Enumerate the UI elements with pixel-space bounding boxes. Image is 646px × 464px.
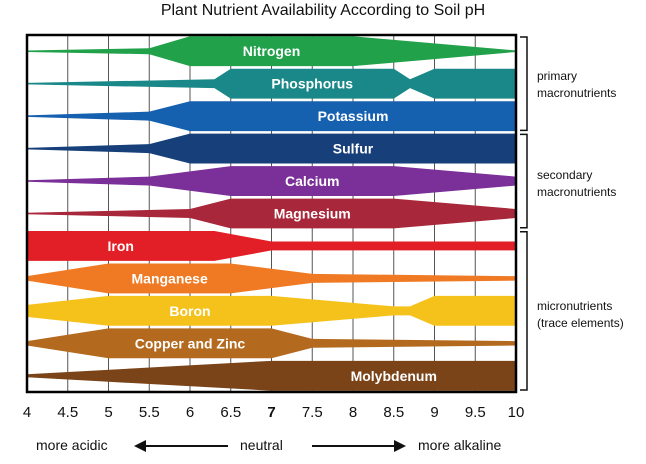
band-label-iron: Iron bbox=[107, 238, 133, 254]
arrow-left-head bbox=[134, 440, 146, 452]
band-potassium bbox=[27, 101, 516, 132]
band-label-molybdenum: Molybdenum bbox=[351, 368, 437, 384]
band-nitrogen bbox=[27, 36, 516, 67]
neutral-label: neutral bbox=[240, 437, 283, 453]
band-label-calcium: Calcium bbox=[285, 173, 339, 189]
group-bracket bbox=[520, 133, 528, 229]
ph-tick-label: 8.5 bbox=[383, 404, 404, 421]
ph-tick-labels: 4 4.5 5 5.5 6 6.5 7 7.5 8 8.5 9 9.5 10 bbox=[23, 404, 525, 421]
acidity-arrows bbox=[134, 440, 406, 452]
band-manganese bbox=[27, 263, 516, 294]
band-iron bbox=[27, 231, 516, 261]
band-sulfur bbox=[27, 133, 516, 164]
band-label-potassium: Potassium bbox=[318, 108, 389, 124]
group-bracket bbox=[520, 36, 528, 132]
chart-title: Plant Nutrient Availability According to… bbox=[160, 2, 486, 19]
ph-tick-label: 8 bbox=[349, 404, 357, 421]
arrow-right-head bbox=[394, 440, 406, 452]
band-boron bbox=[27, 295, 516, 326]
band-molybdenum bbox=[27, 360, 516, 391]
ph-tick-label: 9 bbox=[430, 404, 438, 421]
band-label-phosphorus: Phosphorus bbox=[271, 76, 353, 92]
band-phosphorus bbox=[27, 68, 516, 99]
band-label-sulfur: Sulfur bbox=[333, 141, 374, 157]
ph-tick-label: 10 bbox=[508, 404, 525, 421]
ph-tick-label: 9.5 bbox=[465, 404, 486, 421]
ph-tick-label: 7.5 bbox=[302, 404, 323, 421]
ph-tick-label: 6 bbox=[186, 404, 194, 421]
band-label-magnesium: Magnesium bbox=[274, 206, 351, 222]
group-label-primary: primary macronutrients bbox=[537, 68, 616, 102]
nutrient-bands: Nitrogen Phosphorus Potassium Sulfur Calcium… bbox=[27, 36, 516, 391]
group-label-line: macronutrients bbox=[537, 86, 617, 100]
ph-tick-label: 6.5 bbox=[220, 404, 241, 421]
band-label-boron: Boron bbox=[169, 303, 210, 319]
ph-tick-label: 7 bbox=[267, 404, 275, 421]
band-calcium bbox=[27, 166, 516, 196]
group-label-line: micronutrients bbox=[537, 299, 613, 313]
band-label-copper-and-zinc: Copper and Zinc bbox=[135, 335, 246, 351]
band-label-manganese: Manganese bbox=[132, 270, 208, 286]
ph-tick-label: 4 bbox=[23, 404, 31, 421]
group-label-line: (trace elements) bbox=[537, 316, 624, 330]
more-acidic-label: more acidic bbox=[36, 437, 108, 453]
band-magnesium bbox=[27, 198, 516, 229]
group-label-line: secondary bbox=[537, 168, 593, 182]
plot-frame bbox=[25, 33, 518, 394]
ph-tick-label: 5 bbox=[104, 404, 112, 421]
group-label-line: macronutrients bbox=[537, 185, 617, 199]
more-alkaline-label: more alkaline bbox=[418, 437, 502, 453]
ph-tick-label: 4.5 bbox=[57, 404, 78, 421]
band-label-nitrogen: Nitrogen bbox=[243, 43, 301, 59]
group-label-micronutrients: micronutrients (trace elements) bbox=[537, 298, 624, 332]
group-label-secondary: secondary macronutrients bbox=[537, 167, 616, 201]
group-label-line: primary bbox=[537, 69, 578, 83]
group-brackets bbox=[520, 36, 528, 391]
group-bracket bbox=[520, 230, 528, 391]
ph-tick-label: 5.5 bbox=[139, 404, 160, 421]
band-copper-and-zinc bbox=[27, 328, 516, 359]
